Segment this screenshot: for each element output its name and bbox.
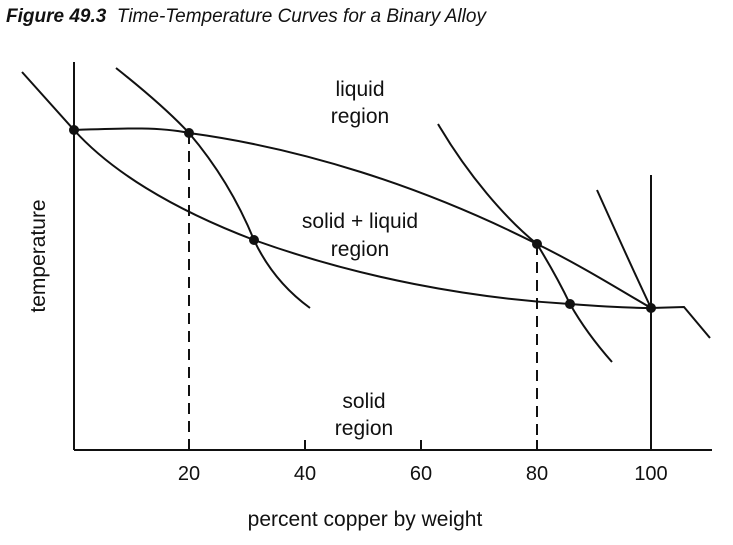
- x-axis-label: percent copper by weight: [248, 508, 483, 531]
- x-tick-label-20: 20: [178, 463, 200, 485]
- x-tick-label-40: 40: [294, 463, 316, 485]
- cooling-curve-80: [437, 123, 613, 363]
- cooling-curve-0: [21, 71, 75, 131]
- point-30-solidus: [249, 235, 259, 245]
- x-tick-label-100: 100: [634, 463, 667, 485]
- solidus-curve: [73, 129, 711, 339]
- liquidus-curve: [73, 127, 652, 309]
- x-tick-label-80: 80: [526, 463, 548, 485]
- solid-region-label-2: region: [335, 417, 393, 440]
- figure-title: Figure 49.3 Time-Temperature Curves for …: [6, 6, 486, 28]
- cooling-curve-100: [596, 189, 652, 309]
- liquid-region-label-1: liquid: [335, 78, 384, 101]
- mixed-region-label-1: solid + liquid: [302, 210, 418, 233]
- cooling-curve-20: [115, 67, 311, 309]
- solid-region-label-1: solid: [342, 390, 385, 413]
- liquid-region-label-2: region: [331, 105, 389, 128]
- point-20-liquidus: [184, 128, 194, 138]
- x-tick-label-60: 60: [410, 463, 432, 485]
- point-100: [646, 303, 656, 313]
- point-80-liquidus: [532, 239, 542, 249]
- figure-caption: Time-Temperature Curves for a Binary All…: [116, 6, 486, 27]
- y-axis-label: temperature: [27, 199, 50, 312]
- point-85-solidus: [565, 299, 575, 309]
- point-0-liquidus: [69, 125, 79, 135]
- figure-number: Figure 49.3: [6, 6, 107, 27]
- mixed-region-label-2: region: [331, 238, 389, 261]
